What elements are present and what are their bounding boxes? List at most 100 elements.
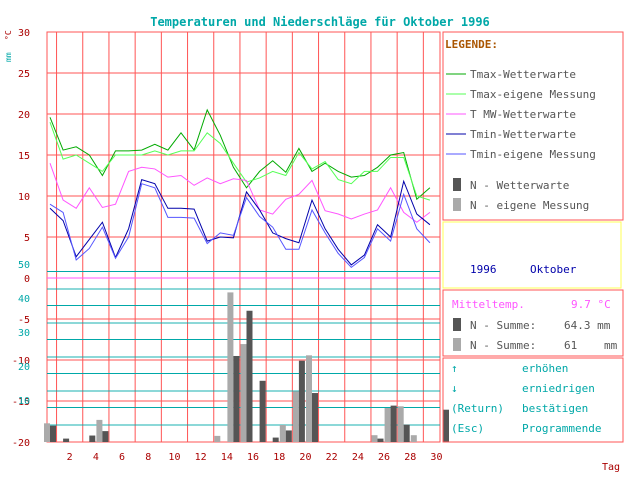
help-action: bestätigen (522, 402, 588, 415)
precip-bar-station (403, 424, 410, 442)
precip-bar-own (397, 406, 404, 442)
x-tick-label: 28 (404, 452, 416, 463)
precip-bar-station (63, 438, 70, 442)
precip-sum-own-unit: mm (604, 339, 618, 352)
precip-bar-own (306, 355, 312, 442)
precip-tick-label: 20 (18, 362, 30, 373)
precip-sum-own-value: 61 (564, 339, 577, 352)
series-line-tmax-wetterwarte (49, 108, 431, 201)
series-line-tmax-eigene-messung (49, 122, 431, 201)
precip-tick-label: 40 (18, 294, 30, 305)
temp-tick-label: -20 (12, 438, 30, 449)
grid-lines (46, 31, 441, 443)
month-value: Oktober (530, 263, 577, 276)
help-action: erhöhen (522, 362, 568, 375)
temp-tick-label: 5 (24, 233, 30, 244)
year-value: 1996 (470, 263, 497, 276)
x-tick-label: 30 (430, 452, 442, 463)
date-box[interactable] (442, 221, 622, 289)
precip-bar-station (272, 437, 279, 442)
legend-box (442, 31, 624, 221)
x-tick-label: 26 (378, 452, 390, 463)
x-tick-label: 2 (67, 452, 73, 463)
x-tick-label: 22 (326, 452, 338, 463)
temp-tick-label: -5 (18, 315, 30, 326)
precip-bar-own (410, 435, 417, 442)
precip-bar-station (50, 425, 56, 442)
temp-tick-label: 15 (18, 151, 30, 162)
legend-label: Tmin-Wetterwarte (470, 128, 576, 141)
precip-unit-label: mm (4, 52, 13, 62)
x-tick-label: 6 (119, 452, 125, 463)
series-line-tmin-wetterwarte (49, 178, 431, 266)
mean-temp-label: Mitteltemp. (452, 298, 525, 311)
x-tick-label: 20 (299, 452, 311, 463)
precip-bar-own (214, 435, 221, 442)
legend-label: T MW-Wetterwarte (470, 108, 576, 121)
x-tick-label: 18 (273, 452, 285, 463)
precip-tick-label: 50 (18, 260, 30, 271)
keyboard-help: ↑ erhöhen ↓ erniedrigen (Return) bestätigen (E… (451, 362, 601, 435)
temp-tick-label: 20 (18, 110, 30, 121)
legend-entries: Tmax-Wetterwarte Tmax-eigene Messung T MW-… (446, 68, 596, 212)
precip-bar-own (240, 344, 247, 442)
series-line-t-mw-wetterwarte (49, 163, 431, 223)
precip-bar-station (246, 310, 253, 442)
temp-tick-label: 25 (18, 69, 30, 80)
precip-bar-own (279, 425, 286, 442)
help-box (442, 357, 624, 443)
x-tick-label: 12 (195, 452, 207, 463)
help-action: erniedrigen (522, 382, 595, 395)
precip-bar-station (233, 355, 240, 442)
legend-swatch-bar (453, 198, 461, 211)
precip-bar-own (384, 408, 391, 442)
precip-bar-station (89, 435, 96, 442)
summary-box (442, 289, 624, 357)
legend-label: N - Wetterwarte (470, 179, 569, 192)
precip-sum-own-swatch (453, 338, 461, 351)
x-axis-label: Tag (602, 462, 620, 473)
precip-bar-own (292, 391, 299, 442)
x-tick-label: 14 (221, 452, 233, 463)
legend-label: N - eigene Messung (470, 199, 589, 212)
help-key: (Return) (451, 402, 504, 415)
temp-tick-label: 10 (18, 192, 30, 203)
precip-bar-station (377, 438, 384, 442)
legend-title: LEGENDE: (445, 38, 498, 51)
precip-sum-station-label: N - Summe: (470, 319, 536, 332)
precip-tick-label: 30 (18, 328, 30, 339)
temp-tick-label: -15 (12, 397, 30, 408)
chart-title: Temperaturen und Niederschläge für Oktob… (150, 15, 490, 29)
temp-unit-label: °C (4, 30, 13, 40)
precip-bar-own (371, 435, 378, 442)
help-key: ↓ (451, 382, 458, 395)
temp-tick-label: -10 (12, 356, 30, 367)
precip-bar-station (285, 430, 292, 442)
x-tick-label: 8 (145, 452, 151, 463)
precip-bar-own (227, 292, 234, 442)
x-tick-label: 4 (93, 452, 99, 463)
precip-sum-station-value: 64.3 mm (564, 319, 611, 332)
precipitation-bars (44, 292, 449, 442)
precip-bar-own (96, 419, 103, 442)
help-key: (Esc) (451, 422, 484, 435)
help-key: ↑ (451, 362, 458, 375)
x-tick-label: 10 (168, 452, 180, 463)
legend-label: Tmax-eigene Messung (470, 88, 596, 101)
precip-bar-station (298, 360, 305, 442)
precip-tick-label: 10 (18, 396, 30, 407)
precip-sum-station-swatch (453, 318, 461, 331)
temp-tick-label: 0 (24, 274, 30, 285)
help-action: Programmende (522, 422, 601, 435)
legend-label: Tmax-Wetterwarte (470, 68, 576, 81)
mean-temp-value: 9.7 °C (571, 298, 611, 311)
precip-bar-own (44, 423, 50, 442)
precip-sum-own-label: N - Summe: (470, 339, 536, 352)
legend-label: Tmin-eigene Messung (470, 148, 596, 161)
x-tick-label: 24 (352, 452, 364, 463)
precip-bar-station (259, 380, 266, 442)
temp-tick-label: 30 (18, 28, 30, 39)
series-line-tmin-eigene-messung (49, 183, 431, 269)
